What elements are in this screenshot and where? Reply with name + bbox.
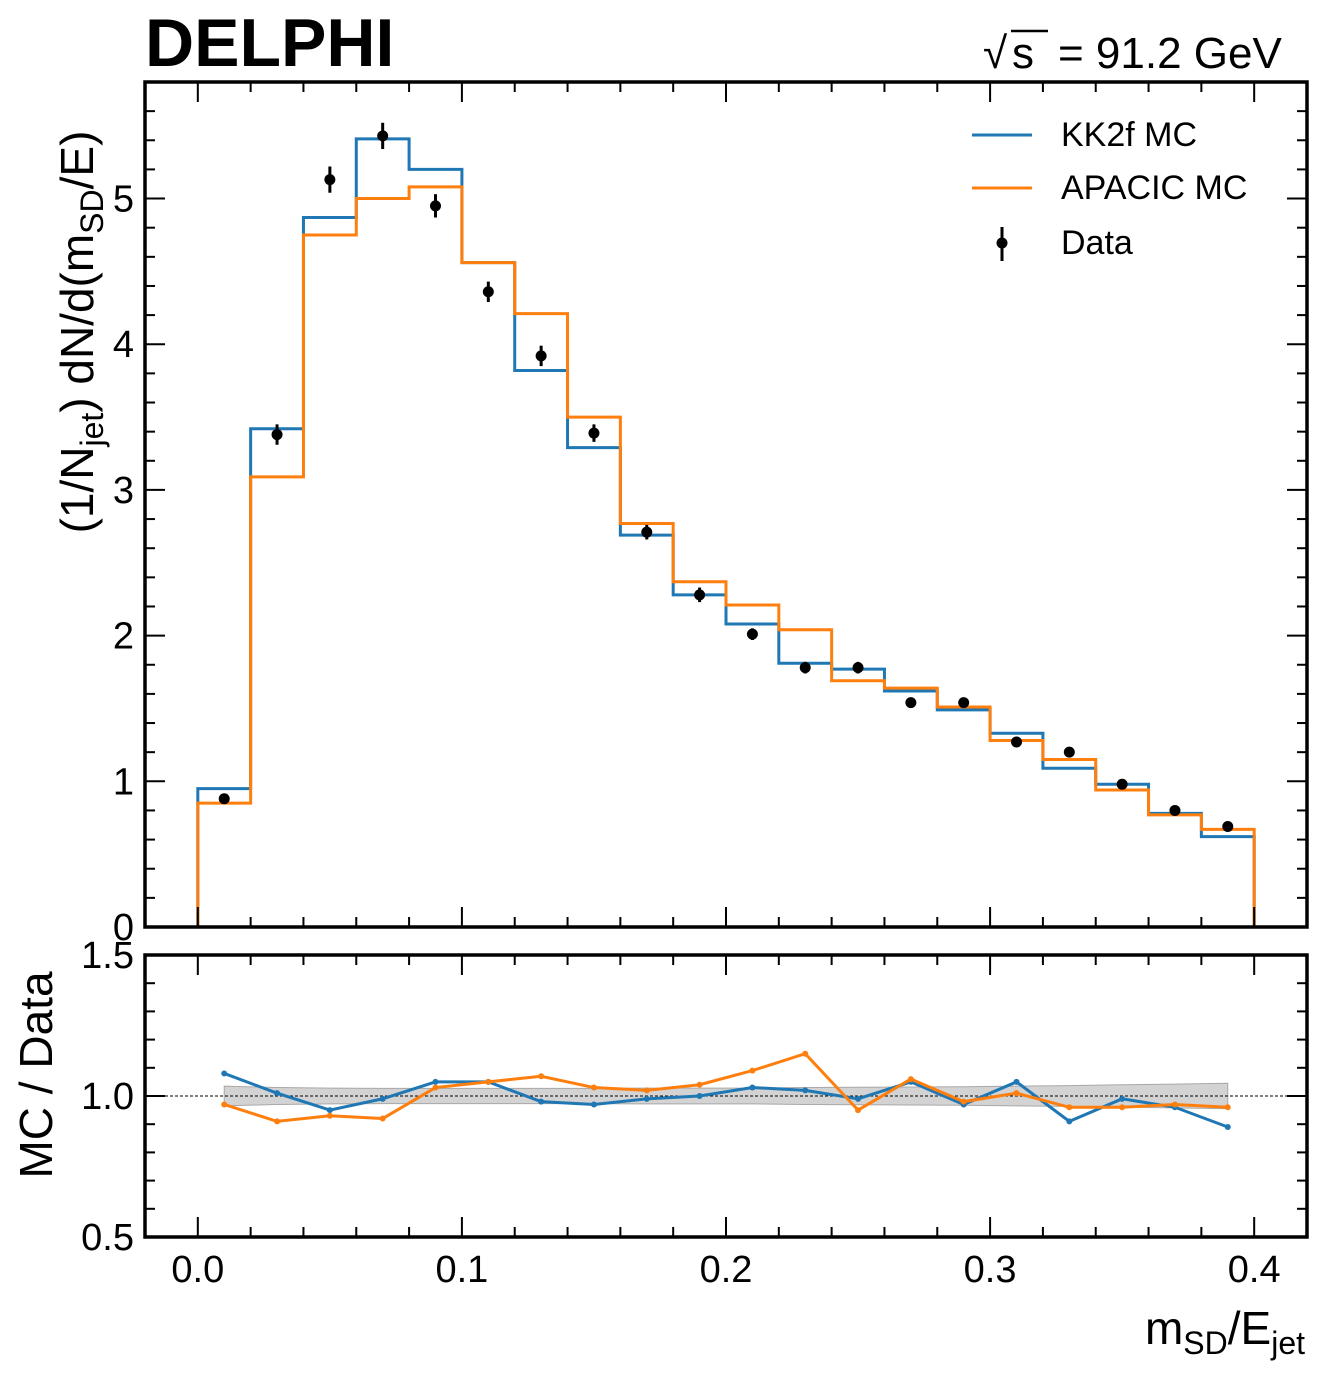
ratio-point-apacic [749,1067,756,1074]
legend-data-marker [996,237,1008,249]
ratio-point-kk2f [802,1087,809,1094]
ratio-point-kk2f [326,1107,333,1114]
x-tick-label: 0.0 [171,1249,224,1291]
data-point [324,174,336,186]
x-axis-label: mSD/Ejet [1145,1302,1305,1361]
data-point [694,589,706,601]
ratio-y-tick-label: 1.5 [81,935,134,977]
ratio-point-kk2f [432,1078,439,1085]
main-y-tick-label: 2 [113,616,134,658]
main-y-tick-label: 0 [113,907,134,949]
ratio-point-kk2f [1066,1118,1073,1125]
sqrt-symbol: √ [983,29,1008,78]
ratio-frame [143,953,1309,1239]
x-tick-label: 0.1 [435,1249,488,1291]
ratio-point-apacic [696,1081,703,1088]
sqrt-variable: s [1012,29,1034,78]
x-tick-label: 0.4 [1228,1249,1281,1291]
main-y-tick-label: 4 [113,324,134,366]
data-point [958,697,970,709]
main-y-axis-label: (1/Njet) dN/d(mSD/E) [51,131,110,534]
main-plot-area [196,122,1256,927]
x-tick-label: 0.2 [700,1249,753,1291]
data-point [746,628,758,640]
data-point [377,130,389,142]
ratio-point-apacic [907,1076,914,1083]
data-point [430,200,441,212]
experiment-label: DELPHI [145,5,394,81]
ratio-point-apacic [855,1107,862,1114]
data-point [271,429,283,441]
ratio-point-apacic [643,1087,650,1094]
data-point [482,286,494,298]
data-point [799,662,811,674]
ratio-point-apacic [379,1115,386,1122]
ratio-point-apacic [1171,1101,1178,1108]
ratio-point-kk2f [1119,1095,1126,1102]
ratio-point-apacic [1119,1104,1126,1111]
ratio-point-apacic [485,1078,492,1085]
ratio-point-apacic [538,1073,545,1080]
legend-kk2f-label: KK2f MC [1061,116,1197,154]
ratio-point-kk2f [696,1093,703,1099]
data-point [1222,820,1234,832]
ratio-point-kk2f [1224,1124,1231,1131]
ratio-point-kk2f [643,1095,650,1102]
main-y-tick-label: 1 [113,761,134,803]
ratio-line-kk2f [223,1072,1229,1129]
x-tick-label: 0.3 [964,1249,1017,1291]
ratio-point-kk2f [379,1095,386,1102]
ratio-point-apacic [590,1084,597,1091]
main-y-tick-label: 5 [113,179,134,221]
ratio-point-kk2f [221,1070,228,1077]
ratio-point-apacic [274,1118,281,1125]
ratio-point-kk2f [1013,1078,1020,1085]
data-point [641,526,653,538]
ratio-panel: 0.0 0.1 0.2 0.3 0.4 0.5 1.0 1.5 [81,935,1309,1291]
ratio-y-tick-label: 0.5 [81,1217,134,1259]
main-axis-ticks: 0 1 2 3 4 5 [113,81,1307,949]
ratio-point-kk2f [590,1101,597,1108]
ratio-point-kk2f [274,1090,281,1097]
energy-label: √ s = 91.2 GeV [983,29,1282,78]
ratio-point-apacic [1224,1104,1231,1111]
ratio-line-apacic [223,1051,1228,1123]
ratio-point-apacic [802,1050,809,1057]
ratio-point-apacic [1013,1090,1020,1097]
data-point [218,793,230,805]
ratio-point-kk2f [749,1084,756,1091]
ratio-plot-area [145,1050,1307,1131]
data-point [1011,736,1022,748]
ratio-point-apacic [1066,1104,1073,1111]
legend-data-label: Data [1061,224,1133,262]
data-point [1116,778,1128,790]
main-y-tick-label: 3 [113,470,134,512]
ratio-point-apacic [432,1084,439,1091]
data-point [1063,746,1075,758]
data-point [535,350,547,362]
data-point [852,662,864,674]
ratio-point-apacic [960,1098,967,1105]
legend: KK2f MC APACIC MC Data [972,116,1247,262]
data-point [905,697,917,709]
energy-value: = 91.2 GeV [1058,29,1282,78]
ratio-point-apacic [326,1112,333,1119]
ratio-point-kk2f [538,1098,545,1105]
legend-apacic-label: APACIC MC [1061,169,1247,207]
main-frame [143,80,1309,929]
histogram-apacic [196,185,1256,927]
ratio-point-apacic [221,1101,228,1108]
ratio-point-kk2f [855,1095,862,1102]
data-point [588,427,600,439]
ratio-y-tick-label: 1.0 [81,1076,134,1118]
ratio-y-axis-label: MC / Data [10,971,62,1178]
main-panel: 0 1 2 3 4 5 [113,80,1309,949]
data-point [1169,804,1181,816]
